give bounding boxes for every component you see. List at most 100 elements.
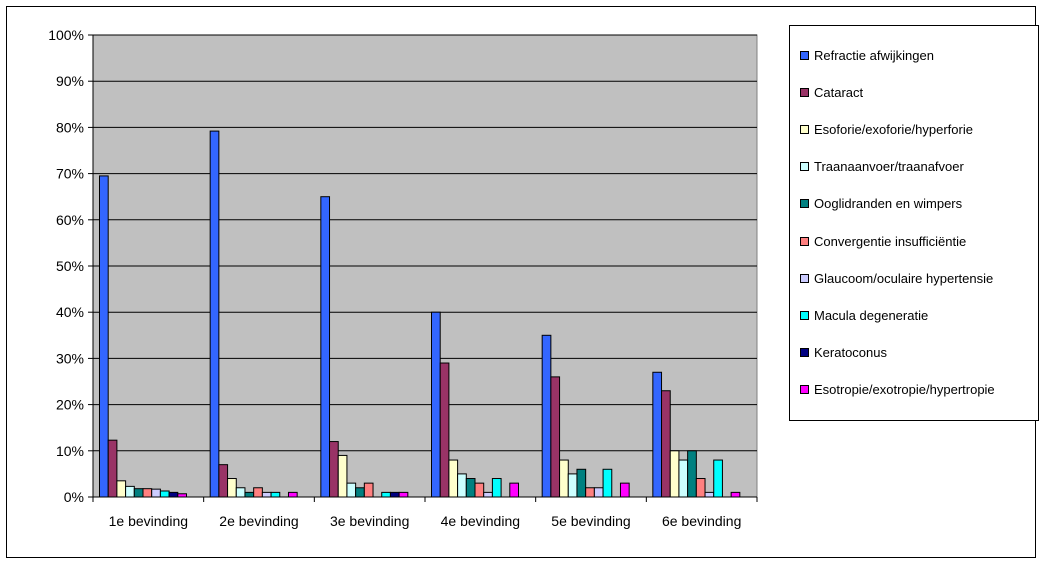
x-tick-label: 1e bevinding — [109, 513, 188, 529]
bar — [151, 488, 161, 498]
bar — [381, 491, 391, 498]
bar — [457, 473, 467, 498]
bar — [541, 334, 552, 498]
y-tick-label: 50% — [56, 258, 84, 274]
bar — [363, 482, 374, 498]
bar — [431, 311, 441, 498]
bar — [168, 491, 179, 498]
bar — [576, 468, 587, 498]
legend-label: Cataract — [814, 84, 864, 100]
legend-item: Refractie afwijkingen — [800, 47, 934, 63]
legend-item: Ooglidranden en wimpers — [800, 196, 962, 212]
bar — [730, 491, 741, 498]
legend-swatch — [800, 162, 809, 172]
bar — [483, 491, 493, 498]
bar — [107, 439, 118, 498]
bar — [227, 478, 237, 498]
legend-item: Glaucoom/oculaire hypertensie — [800, 270, 993, 286]
x-tick-label: 5e bevinding — [551, 513, 630, 529]
y-tick-label: 100% — [48, 27, 84, 43]
legend-label: Traanaanvoer/traanafvoer — [814, 159, 964, 175]
legend-label: Macula degeneratie — [814, 307, 929, 323]
bar — [448, 459, 459, 498]
bar — [389, 491, 400, 498]
bar — [253, 487, 263, 498]
bar — [465, 478, 476, 498]
bar — [244, 491, 255, 498]
bar — [550, 376, 561, 498]
legend-swatch — [800, 124, 809, 134]
bar — [355, 487, 365, 498]
legend-swatch — [800, 87, 809, 97]
bar — [99, 175, 109, 498]
bar — [678, 459, 689, 498]
bar — [474, 482, 485, 498]
bar — [125, 485, 135, 498]
x-tick-label: 2e bevinding — [219, 513, 298, 529]
x-tick-label: 6e bevinding — [662, 513, 741, 529]
bar — [116, 480, 127, 498]
bar — [509, 482, 519, 498]
bar — [602, 468, 613, 498]
bar — [287, 491, 298, 498]
bar — [133, 488, 144, 498]
legend-item: Keratoconus — [800, 345, 887, 361]
legend-label: Glaucoom/oculaire hypertensie — [814, 270, 994, 286]
legend-item: Macula degeneratie — [800, 307, 928, 323]
bar — [177, 493, 188, 498]
y-tick-label: 20% — [56, 397, 84, 413]
bar — [159, 490, 170, 498]
legend-swatch — [800, 310, 809, 320]
bar — [559, 459, 569, 498]
legend-label: Convergentie insufficiëntie — [814, 233, 967, 249]
bar — [619, 482, 630, 498]
legend-label: Esoforie/exoforie/hyperforie — [814, 121, 973, 137]
bar — [593, 487, 604, 498]
bar — [398, 491, 409, 498]
legend-label: Refractie afwijkingen — [814, 47, 934, 63]
legend-item: Traanaanvoer/traanafvoer — [800, 159, 964, 175]
bar — [320, 196, 331, 498]
legend-swatch — [800, 273, 809, 283]
legend-item: Cataract — [800, 84, 863, 100]
y-tick-label: 10% — [56, 443, 84, 459]
bar — [209, 130, 220, 498]
legend-swatch — [800, 236, 809, 246]
legend-label: Esotropie/exotropie/hypertropie — [814, 382, 995, 398]
bar — [329, 441, 339, 498]
bar — [661, 390, 671, 498]
bar — [261, 491, 272, 498]
legend-swatch — [800, 199, 809, 209]
bar — [687, 450, 697, 498]
y-tick-label: 30% — [56, 350, 84, 366]
legend: Refractie afwijkingen Cataract Esoforie/ex… — [789, 25, 1039, 421]
legend-swatch — [800, 348, 809, 358]
legend-item: Esotropie/exotropie/hypertropie — [800, 382, 995, 398]
y-tick-label: 0% — [64, 489, 84, 505]
legend-label: Keratoconus — [814, 345, 887, 361]
y-tick-label: 90% — [56, 73, 84, 89]
bar — [491, 478, 502, 498]
legend-swatch — [800, 385, 809, 395]
y-tick-label: 60% — [56, 212, 84, 228]
bar — [567, 473, 578, 498]
bar — [695, 478, 706, 498]
legend-item: Convergentie insufficiëntie — [800, 233, 966, 249]
bar — [235, 487, 246, 498]
bar — [713, 459, 723, 498]
x-tick-label: 4e bevinding — [441, 513, 520, 529]
bar — [270, 491, 281, 498]
x-tick-label: 3e bevinding — [330, 513, 409, 529]
bar — [704, 491, 715, 498]
bar — [346, 482, 357, 498]
plot-area: 0% 10% 20% 30% 40% 50% 60% 70% 80% 90% 100% 1e bevi… — [48, 27, 758, 529]
legend-item: Esoforie/exoforie/hyperforie — [800, 121, 973, 137]
y-tick-label: 80% — [56, 119, 84, 135]
legend-label: Ooglidranden en wimpers — [814, 196, 963, 212]
bar — [218, 464, 229, 498]
legend-swatch — [800, 50, 809, 60]
bar — [652, 371, 663, 498]
bar — [142, 488, 153, 498]
bar — [439, 362, 450, 498]
